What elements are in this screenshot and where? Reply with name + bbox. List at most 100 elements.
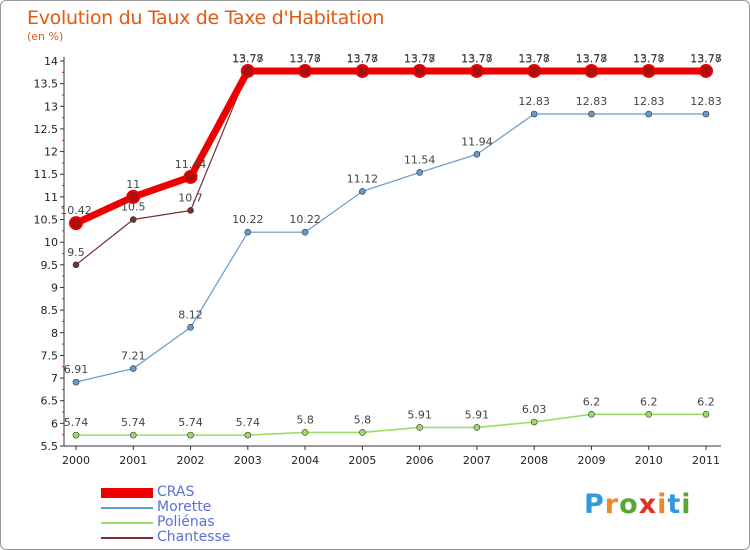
chart-title: Evolution du Taux de Taxe d'Habitation: [27, 7, 385, 29]
legend-swatch: [101, 522, 153, 524]
data-point: [126, 189, 141, 204]
data-label: 13.78: [289, 52, 321, 65]
data-label: 6.2: [640, 395, 658, 408]
data-label: 13.77: [518, 52, 550, 65]
data-label: 13.78: [461, 52, 493, 65]
y-tick-label: 12.5: [34, 123, 59, 136]
data-label: 12.83: [576, 95, 608, 108]
data-point: [699, 63, 713, 78]
y-tick-label: 10.5: [34, 214, 59, 227]
logo-letter: i: [657, 489, 668, 520]
data-label: 11.94: [461, 135, 493, 148]
data-point: [473, 151, 481, 158]
data-label: 13.77: [347, 52, 379, 65]
y-tick-label: 6.5: [41, 395, 59, 408]
x-tick-label: 2008: [520, 454, 548, 467]
data-label: 11.12: [347, 172, 379, 185]
y-tick-label: 8.5: [41, 304, 59, 317]
data-label: 13.77: [633, 52, 665, 65]
data-label: 12.83: [633, 95, 665, 108]
data-point: [72, 431, 80, 439]
series-line-1: [75, 113, 706, 383]
x-tick-label: 2011: [692, 454, 720, 467]
data-label: 10.22: [289, 213, 321, 226]
data-label: 6.2: [697, 395, 715, 408]
data-label: 5.74: [178, 416, 203, 429]
data-point: [244, 431, 252, 439]
data-point: [187, 324, 194, 331]
logo-letter: i: [681, 489, 692, 520]
data-label: 7.21: [121, 350, 146, 363]
x-tick-label: 2000: [62, 454, 90, 467]
data-label: 13.78: [690, 52, 722, 65]
data-point: [298, 63, 313, 78]
data-label: 11: [126, 178, 140, 191]
data-point: [301, 429, 309, 436]
y-tick-label: 13: [44, 100, 58, 113]
data-label: 13.78: [404, 52, 436, 65]
data-label: 8.12: [178, 308, 203, 321]
data-label: 6.03: [522, 403, 547, 416]
data-label: 13.78: [633, 52, 665, 65]
y-tick-label: 5.5: [41, 440, 59, 453]
data-label: 5.91: [465, 408, 490, 421]
data-point: [129, 431, 137, 439]
x-tick-label: 2007: [463, 454, 491, 467]
proxiti-logo: Proxiti: [584, 489, 692, 520]
data-point: [359, 188, 366, 195]
data-point: [530, 418, 538, 426]
data-label: 13.77: [289, 52, 321, 65]
x-tick-label: 2009: [577, 454, 605, 467]
data-point: [584, 63, 599, 78]
legend-label: CRAS: [157, 484, 195, 500]
x-tick-label: 2010: [635, 454, 663, 467]
data-label: 13.78: [576, 52, 608, 65]
series-line-2: [76, 413, 706, 436]
legend-label: Poliénas: [157, 514, 215, 530]
x-tick-label: 2001: [119, 454, 147, 467]
data-label: 11.44: [175, 158, 207, 171]
data-label: 5.8: [296, 413, 314, 426]
data-label: 10.5: [121, 201, 146, 214]
data-label: 13.78: [347, 52, 379, 65]
data-point: [301, 228, 309, 236]
data-label: 13.77: [461, 52, 493, 65]
data-point: [240, 63, 255, 78]
data-point: [702, 410, 710, 418]
logo-letter: x: [638, 489, 658, 520]
legend-swatch: [101, 507, 153, 509]
x-tick-label: 2003: [234, 454, 262, 467]
y-tick-label: 10: [44, 236, 58, 249]
data-point: [69, 216, 83, 231]
data-point: [416, 424, 423, 431]
y-tick-label: 9: [51, 281, 58, 294]
data-label: 10.22: [232, 213, 264, 226]
data-point: [416, 169, 423, 176]
data-point: [129, 365, 137, 372]
data-label: 9.5: [67, 246, 85, 259]
x-tick-label: 2005: [348, 454, 376, 467]
data-point: [645, 110, 653, 118]
data-point: [588, 410, 595, 418]
data-label: 6.2: [583, 395, 601, 408]
x-tick-label: 2006: [406, 454, 434, 467]
y-tick-label: 13.5: [34, 78, 59, 91]
logo-letter: t: [667, 489, 682, 520]
data-point: [469, 63, 484, 78]
data-point: [183, 169, 198, 184]
data-label: 13.77: [232, 52, 264, 65]
data-point: [129, 216, 137, 223]
data-point: [641, 63, 656, 78]
y-tick-label: 7.5: [41, 349, 59, 362]
data-label: 13.78: [518, 52, 550, 65]
chart-unit: (en %): [27, 30, 64, 43]
legend-swatch: [101, 537, 153, 539]
logo-letter: o: [619, 489, 639, 520]
data-point: [527, 63, 542, 78]
legend-label: Chantesse: [157, 529, 231, 545]
y-tick-label: 8: [51, 327, 58, 340]
data-label: 13.77: [404, 52, 436, 65]
data-label: 12.83: [690, 95, 722, 108]
